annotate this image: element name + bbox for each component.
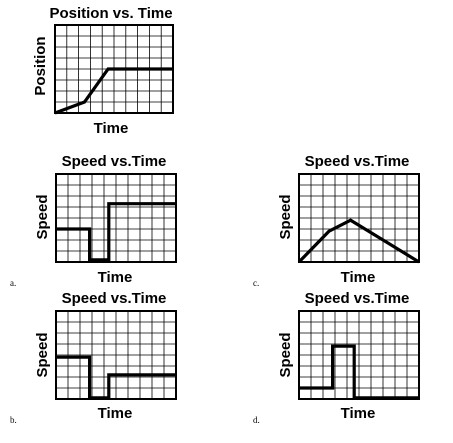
x-axis-label: Time [94,120,129,137]
x-axis-label: Time [341,269,376,286]
panel-c-speed-vs-time: Speed vs.Time Speed Time c. [253,153,420,288]
x-axis-label: Time [98,405,133,422]
data-line [56,355,176,400]
data-line [56,202,176,262]
graph-title: Speed vs.Time [62,153,167,170]
graph-title: Speed vs.Time [305,290,410,307]
panel-position-vs-time: Position vs. Time Position Time [32,5,174,137]
grid [56,311,176,399]
grid [299,311,419,399]
option-letter: a. [10,278,16,288]
y-axis-label: Speed [277,194,294,239]
y-axis-label: Speed [34,194,51,239]
option-letter: d. [253,415,260,425]
panel-b-speed-vs-time: Speed vs.Time Speed Time b. [10,290,177,425]
data-line [299,344,419,400]
option-letter: c. [253,278,259,288]
y-axis-label: Speed [34,332,51,377]
x-axis-label: Time [341,405,376,422]
y-axis-label: Speed [277,332,294,377]
graph-title: Speed vs.Time [62,290,167,307]
panel-d-speed-vs-time: Speed vs.Time Speed Time d. [253,290,420,425]
option-letter: b. [10,415,17,425]
x-axis-label: Time [98,269,133,286]
y-axis-label: Position [32,36,49,95]
graph-title: Position vs. Time [49,5,172,22]
graph-title: Speed vs.Time [305,153,410,170]
data-line [54,67,173,115]
data-line [297,218,420,264]
panel-a-speed-vs-time: Speed vs.Time Speed Time a. [10,153,177,288]
